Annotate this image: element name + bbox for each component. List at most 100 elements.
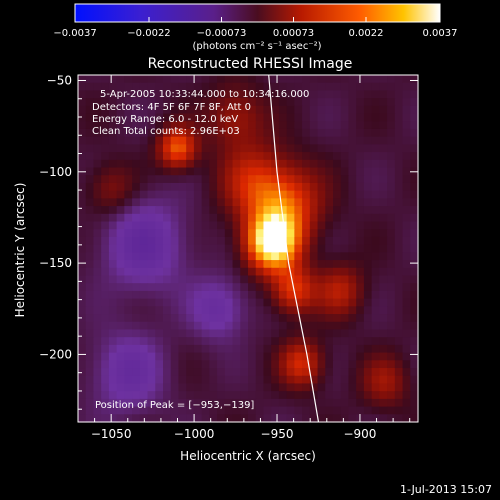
heatmap-cell [294, 128, 303, 138]
heatmap-cell [333, 298, 342, 307]
heatmap-cell [201, 344, 210, 354]
heatmap-cell [255, 329, 265, 338]
heatmap-cell [263, 267, 272, 277]
heatmap-cell [302, 82, 311, 92]
heatmap-cell [209, 75, 218, 84]
heatmap-cell [209, 344, 218, 354]
heatmap-cell [294, 90, 303, 99]
heatmap-cell [387, 375, 396, 385]
heatmap-cell [201, 98, 210, 107]
heatmap-cell [309, 329, 319, 338]
heatmap-cell [240, 221, 249, 230]
x-tick-label: −900 [343, 427, 376, 441]
heatmap-cell [387, 290, 396, 300]
heatmap-cell [286, 229, 295, 238]
heatmap-cell [209, 221, 218, 230]
heatmap-cell [85, 414, 95, 423]
heatmap-cell [363, 398, 373, 408]
heatmap-cell [263, 175, 272, 184]
heatmap-cell [240, 368, 249, 377]
colorbar-tick-label: −0.0037 [53, 28, 96, 39]
heatmap-cell [325, 260, 334, 269]
heatmap-cell [93, 152, 102, 161]
heatmap-cell [163, 167, 172, 176]
heatmap-cell [248, 252, 257, 261]
heatmap-cell [255, 321, 265, 331]
heatmap-cell [356, 398, 365, 408]
heatmap-cell [209, 236, 218, 246]
heatmap-cell [85, 375, 95, 385]
heatmap-cell [186, 375, 195, 385]
heatmap-cell [209, 275, 218, 284]
heatmap-cell [402, 90, 411, 99]
heatmap-cell [278, 175, 288, 184]
heatmap-cell [340, 236, 350, 246]
heatmap-cell [255, 267, 265, 277]
heatmap-cell [387, 244, 396, 253]
heatmap-cell [402, 375, 411, 385]
heatmap-cell [108, 113, 118, 122]
heatmap-cell [348, 275, 357, 284]
heatmap-cell [363, 298, 373, 307]
heatmap-cell [371, 113, 380, 122]
heatmap-cell [240, 375, 249, 385]
heatmap-cell [371, 344, 380, 354]
heatmap-cell [410, 75, 419, 84]
heatmap-cell [163, 275, 172, 284]
heatmap-cell [402, 167, 411, 176]
heatmap-cell [255, 344, 265, 354]
heatmap-cell [116, 113, 125, 122]
heatmap-cell [379, 368, 388, 377]
heatmap-cell [217, 283, 226, 292]
heatmap-cell [108, 298, 118, 307]
heatmap-cell [255, 360, 265, 369]
heatmap-cell [271, 98, 280, 107]
heatmap-cell [402, 275, 411, 284]
heatmap-cell [278, 398, 288, 408]
heatmap-cell [263, 159, 272, 169]
heatmap-cell [302, 98, 311, 107]
heatmap-cell [379, 375, 388, 385]
heatmap-cell [387, 352, 396, 361]
heatmap-cell [78, 344, 87, 354]
heatmap-cell [356, 190, 365, 199]
heatmap-cell [363, 213, 373, 223]
heatmap-cell [371, 352, 380, 361]
plot-frame [77, 74, 419, 423]
heatmap-cell [116, 75, 125, 84]
heatmap-cell [294, 152, 303, 161]
heatmap-cell [394, 221, 404, 230]
heatmap-cell [85, 368, 95, 377]
heatmap-cell [394, 159, 404, 169]
heatmap-cell [356, 314, 365, 323]
heatmap-cell [201, 190, 210, 199]
heatmap-cell [85, 314, 95, 323]
heatmap-cell [263, 144, 272, 153]
heatmap-cell [224, 368, 234, 377]
heatmap-cell [108, 221, 118, 230]
heatmap-cell [132, 113, 141, 122]
heatmap-cell [85, 283, 95, 292]
heatmap-cell [124, 398, 133, 408]
heatmap-cell [193, 337, 203, 346]
heatmap-cell [309, 360, 319, 369]
heatmap-cell [240, 190, 249, 199]
heatmap-cell [178, 90, 187, 99]
heatmap-cell [108, 75, 118, 84]
heatmap-cell [394, 290, 404, 300]
heatmap-cell [78, 175, 87, 184]
heatmap-cell [217, 159, 226, 169]
heatmap-cell [356, 105, 365, 115]
x-tick-label: −950 [261, 427, 294, 441]
heatmap-cell [108, 391, 118, 400]
heatmap-cell [108, 167, 118, 176]
heatmap-cell [263, 75, 272, 84]
heatmap-cell [309, 406, 319, 415]
heatmap-cell [271, 206, 280, 215]
heatmap-cell [163, 337, 172, 346]
heatmap-cell [325, 105, 334, 115]
heatmap-cell [294, 221, 303, 230]
heatmap-cell [302, 236, 311, 246]
heatmap-cell [240, 244, 249, 253]
heatmap-cell [209, 406, 218, 415]
